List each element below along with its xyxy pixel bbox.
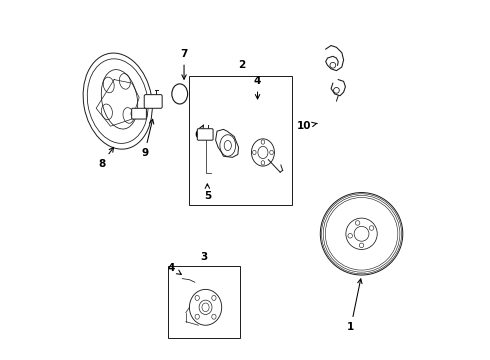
FancyBboxPatch shape: [197, 129, 213, 140]
Text: 4: 4: [168, 263, 181, 274]
Text: 3: 3: [200, 252, 207, 262]
Polygon shape: [216, 129, 239, 157]
Text: 4: 4: [254, 76, 261, 99]
FancyBboxPatch shape: [132, 108, 147, 119]
Bar: [168, 266, 240, 338]
Bar: [190, 76, 292, 205]
Text: 9: 9: [141, 119, 154, 158]
FancyBboxPatch shape: [144, 95, 162, 108]
Text: 7: 7: [180, 49, 188, 79]
Text: 5: 5: [204, 184, 211, 201]
Ellipse shape: [83, 53, 152, 149]
Text: 1: 1: [347, 279, 362, 332]
Text: 10: 10: [297, 121, 317, 131]
Text: 8: 8: [98, 147, 114, 169]
Text: 6: 6: [195, 125, 203, 140]
Text: 2: 2: [238, 60, 245, 70]
Ellipse shape: [320, 193, 403, 275]
